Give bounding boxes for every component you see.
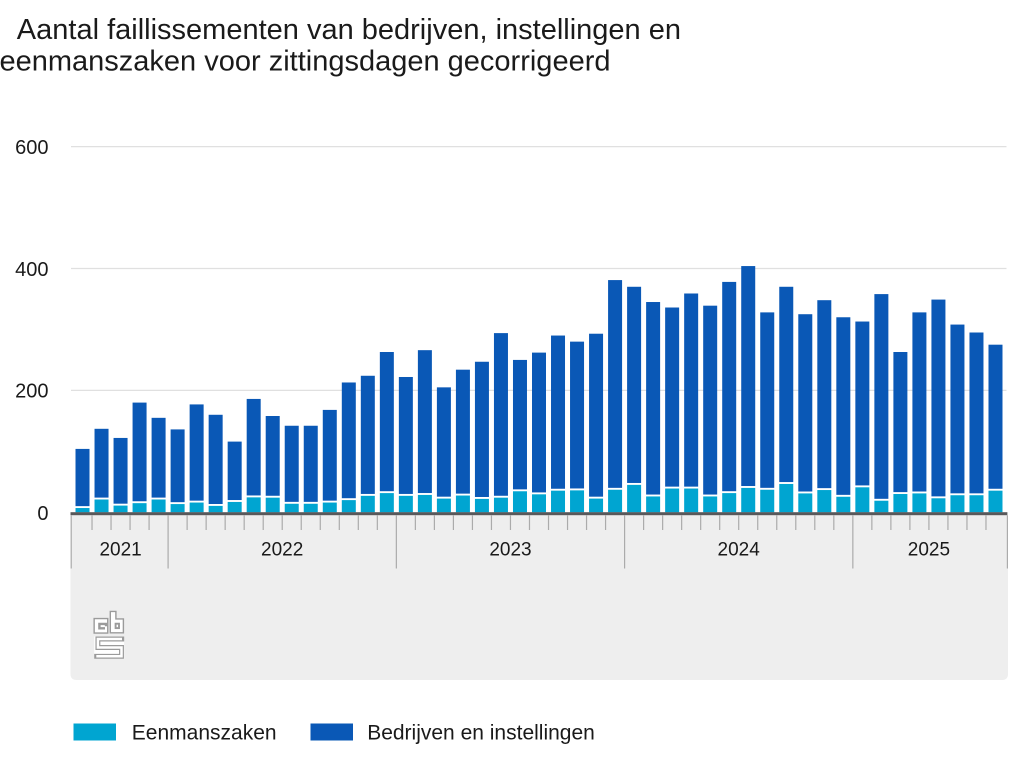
svg-text:2024: 2024 [718, 540, 761, 561]
svg-text:0: 0 [37, 503, 48, 525]
svg-text:Bedrijven en instellingen: Bedrijven en instellingen [367, 721, 595, 744]
svg-text:2023: 2023 [489, 540, 531, 561]
svg-text:400: 400 [15, 259, 48, 281]
svg-text:Eenmanszaken: Eenmanszaken [132, 721, 277, 744]
svg-text:2025: 2025 [908, 540, 950, 561]
svg-text:2021: 2021 [99, 540, 141, 561]
svg-text:200: 200 [15, 381, 48, 403]
svg-text:Aantal faillissementen van bed: Aantal faillissementen van bedrijven, in… [17, 14, 681, 46]
svg-text:2022: 2022 [261, 540, 303, 561]
svg-text:eenmanszaken voor zittingsdage: eenmanszaken voor zittingsdagen gecorrig… [0, 46, 610, 78]
svg-text:600: 600 [15, 137, 48, 159]
